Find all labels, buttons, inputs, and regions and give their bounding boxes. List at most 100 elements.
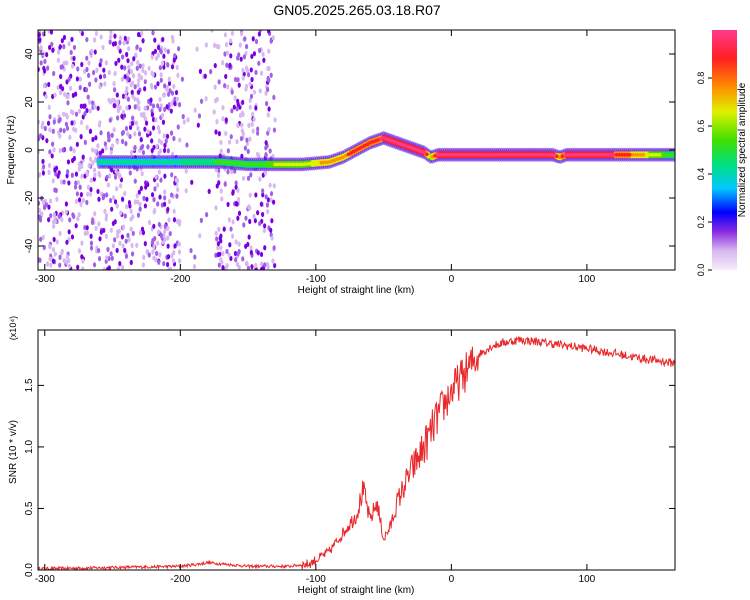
spectrogram-noise-cell (249, 93, 254, 100)
spectrogram-ridge-core (625, 153, 630, 157)
spectrogram-noise-cell (150, 240, 154, 246)
spectrogram-noise-cell (49, 213, 53, 219)
spectrogram-noise-cell (241, 99, 245, 105)
spectrogram-noise-cell (121, 138, 125, 145)
spectrogram-y-tick-label: 0 (24, 147, 35, 153)
spectrogram-noise-cell (163, 47, 167, 53)
spectrogram-noise-cell (263, 223, 267, 229)
spectrogram-noise-cell (207, 188, 211, 194)
spectrogram-noise-cell (143, 86, 147, 92)
spectrogram-noise-cell (107, 69, 111, 76)
spectrogram-noise-cell (184, 188, 188, 194)
spectrogram-noise-cell (162, 133, 166, 139)
spectrogram-noise-cell (133, 178, 137, 184)
spectrogram-noise-cell (261, 51, 265, 57)
spectrogram-noise-cell (256, 126, 260, 132)
spectrogram-noise-cell (150, 112, 155, 118)
spectrogram-noise-cell (38, 257, 42, 263)
spectrogram-ridge-core (384, 137, 389, 141)
spectrogram-noise-cell (233, 250, 238, 257)
spectrogram-noise-cell (248, 81, 252, 87)
spectrogram-ridge-core (400, 142, 405, 147)
spectrogram-noise-cell (152, 255, 156, 261)
spectrogram-noise-cell (110, 206, 114, 212)
spectrogram-noise-cell (249, 249, 253, 256)
spectrogram-noise-cell (167, 80, 172, 87)
spectrogram-noise-cell (42, 204, 47, 211)
spectrogram-noise-cell (236, 77, 240, 83)
spectrogram-noise-cell (97, 221, 101, 227)
spectrogram-noise-cell (150, 138, 154, 144)
spectrogram-noise-cell (68, 134, 72, 140)
spectrogram-noise-cell (258, 88, 262, 94)
spectrogram-noise-cell (272, 183, 276, 189)
spectrogram-noise-cell (47, 162, 52, 169)
spectrogram-noise-cell (272, 94, 276, 101)
spectrogram-noise-cell (41, 199, 46, 206)
spectrogram-noise-cell (254, 105, 258, 111)
spectrogram-noise-cell (145, 249, 149, 255)
spectrogram-noise-cell (170, 90, 175, 96)
spectrogram-noise-cell (62, 128, 66, 134)
spectrogram-noise-cell (181, 114, 185, 120)
spectrogram-ridge-core (232, 161, 237, 165)
spectrogram-noise-cell (217, 167, 221, 173)
spectrogram-ridge-core (151, 160, 156, 164)
spectrogram-noise-cell (231, 219, 235, 225)
spectrogram-noise-cell (258, 220, 262, 227)
spectrogram-noise-cell (263, 245, 267, 251)
spectrogram-ridge-core (362, 143, 367, 148)
spectrogram-noise-cell (248, 218, 252, 225)
spectrogram-noise-cell (124, 141, 128, 147)
spectrogram-ridge-core (517, 153, 521, 157)
spectrogram-ridge-core (276, 162, 280, 167)
spectrogram-ridge-core (520, 153, 524, 157)
spectrogram-noise-cell (71, 212, 75, 218)
spectrogram-noise-cell (51, 247, 56, 253)
spectrogram-noise-cell (159, 77, 163, 83)
spectrogram-noise-cell (193, 107, 197, 113)
spectrogram-noise-cell (167, 76, 171, 82)
spectrogram-noise-cell (229, 134, 233, 140)
spectrogram-noise-cell (266, 208, 270, 215)
spectrogram-noise-cell (91, 100, 95, 106)
spectrogram-ridge-core (349, 151, 353, 155)
spectrogram-noise-cell (140, 226, 145, 232)
spectrogram-noise-cell (138, 201, 142, 208)
spectrogram-noise-cell (266, 75, 270, 82)
spectrogram-noise-cell (216, 252, 220, 258)
spectrogram-noise-cell (173, 101, 177, 107)
spectrogram-noise-cell (157, 221, 161, 228)
spectrogram-noise-cell (166, 254, 171, 260)
spectrogram-noise-cell (87, 60, 91, 66)
spectrogram-noise-cell (102, 227, 106, 234)
spectrogram-noise-cell (94, 77, 98, 83)
spectrogram-noise-cell (268, 182, 272, 188)
spectrogram-noise-cell (38, 32, 41, 38)
spectrogram-noise-cell (136, 125, 140, 131)
spectrogram-noise-cell (230, 89, 234, 95)
spectrogram-ridge-core (566, 153, 570, 157)
spectrogram-noise-cell (235, 106, 239, 112)
spectrogram-noise-cell (162, 229, 167, 235)
spectrogram-ridge-core (327, 160, 332, 164)
spectrogram-noise-cell (110, 97, 115, 103)
spectrogram-noise-cell (154, 117, 158, 123)
spectrogram-noise-cell (174, 89, 179, 96)
spectrogram-noise-cell (98, 150, 102, 156)
spectrogram-noise-cell (41, 170, 46, 176)
spectrogram-ridge-core (582, 153, 586, 157)
spectrogram-noise-cell (195, 46, 199, 52)
spectrogram-noise-cell (103, 141, 107, 147)
spectrogram-noise-cell (264, 194, 268, 200)
spectrogram-noise-cell (163, 201, 167, 207)
snr-frame (37, 329, 676, 571)
spectrogram-noise-cell (59, 179, 64, 185)
spectrogram-noise-cell (109, 251, 113, 257)
spectrogram-noise-cell (259, 201, 264, 207)
spectrogram-noise-cell (115, 203, 119, 209)
spectrogram-noise-cell (98, 236, 102, 242)
spectrogram-noise-cell (177, 46, 181, 52)
spectrogram-noise-cell (85, 230, 89, 236)
spectrogram-noise-cell (127, 46, 131, 52)
